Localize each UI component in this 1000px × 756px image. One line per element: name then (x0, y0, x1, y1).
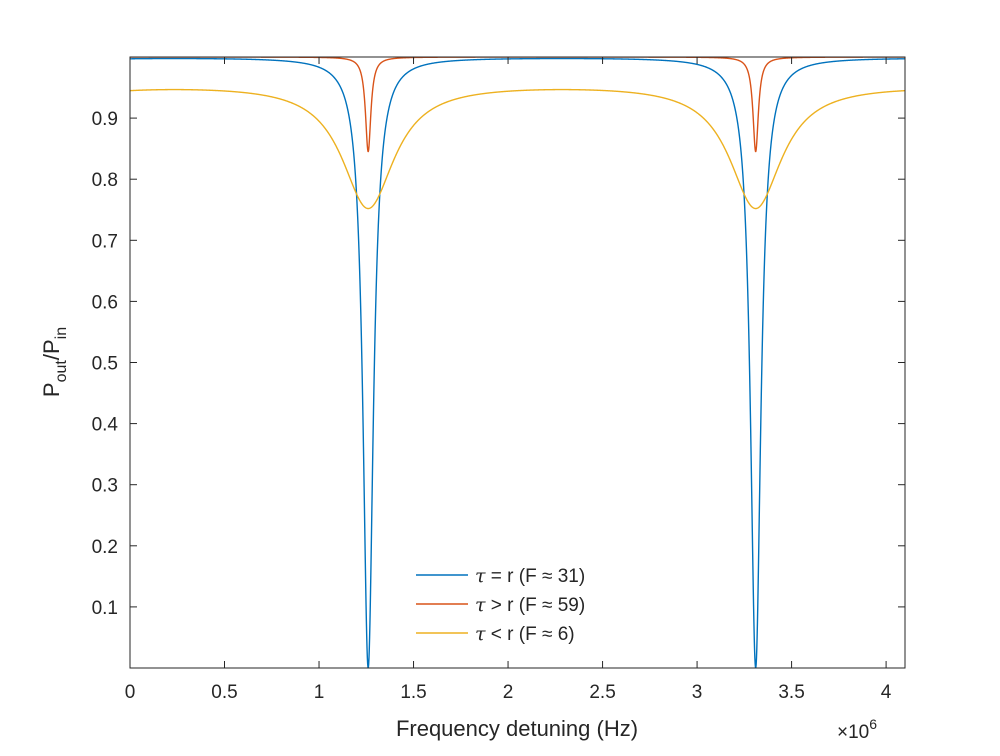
y-tick-label: 0.4 (92, 415, 119, 436)
y-tick-label: 0.2 (92, 537, 118, 558)
legend-label-series-3: τ < r (F ≈ 6) (475, 623, 575, 645)
y-label-sub-in: in (53, 327, 70, 339)
x-axis-multiplier: ×106 (837, 716, 877, 743)
x-tick-label: 1.5 (400, 682, 426, 703)
y-tick-label: 0.5 (92, 354, 118, 375)
legend-text-3: < r (F ≈ 6) (486, 624, 575, 645)
y-tick-label: 0.9 (92, 109, 118, 130)
y-tick-label: 0.6 (92, 292, 118, 313)
y-label-sep: /P (39, 339, 64, 360)
legend: τ = r (F ≈ 31) τ > r (F ≈ 59) τ < r (F ≈… (410, 560, 632, 650)
y-tick-label: 0.7 (92, 231, 118, 252)
x-tick-label: 2 (503, 682, 514, 703)
legend-label-series-2: τ > r (F ≈ 59) (475, 594, 585, 616)
y-tick-label: 0.8 (92, 170, 118, 191)
y-tick-label: 0.1 (92, 598, 118, 619)
y-label-sub-out: out (53, 360, 70, 383)
x-multiplier-prefix: ×10 (837, 722, 869, 743)
y-tick-label: 0.3 (92, 476, 118, 497)
series-line-2 (130, 57, 905, 153)
x-tick-label: 0.5 (211, 682, 237, 703)
x-multiplier-exponent: 6 (869, 716, 877, 732)
legend-label-series-1: τ = r (F ≈ 31) (475, 565, 585, 587)
legend-tau-symbol-1: τ (475, 565, 486, 587)
series-line-1 (130, 57, 905, 668)
x-tick-label: 1 (314, 682, 325, 703)
x-tick-label: 0 (125, 682, 136, 703)
y-label-p-out: P (39, 382, 64, 397)
legend-text-2: > r (F ≈ 59) (486, 595, 586, 616)
x-tick-label: 2.5 (589, 682, 615, 703)
x-tick-label: 3.5 (778, 682, 804, 703)
x-tick-label: 4 (881, 682, 892, 703)
ticks-layer: 0 0.5 1 1.5 2 2.5 3 3.5 4 0.1 0.2 0.3 0.4 0.5 0.6 0.7 0.… (92, 57, 905, 703)
x-tick-label: 3 (692, 682, 703, 703)
legend-text-1: = r (F ≈ 31) (486, 566, 586, 587)
x-axis-label: Frequency detuning (Hz) (396, 716, 638, 741)
legend-tau-symbol-2: τ (475, 594, 486, 616)
series-line-3 (130, 88, 905, 210)
legend-tau-symbol-3: τ (475, 623, 486, 645)
y-axis-label: Pout/Pin (39, 327, 70, 397)
